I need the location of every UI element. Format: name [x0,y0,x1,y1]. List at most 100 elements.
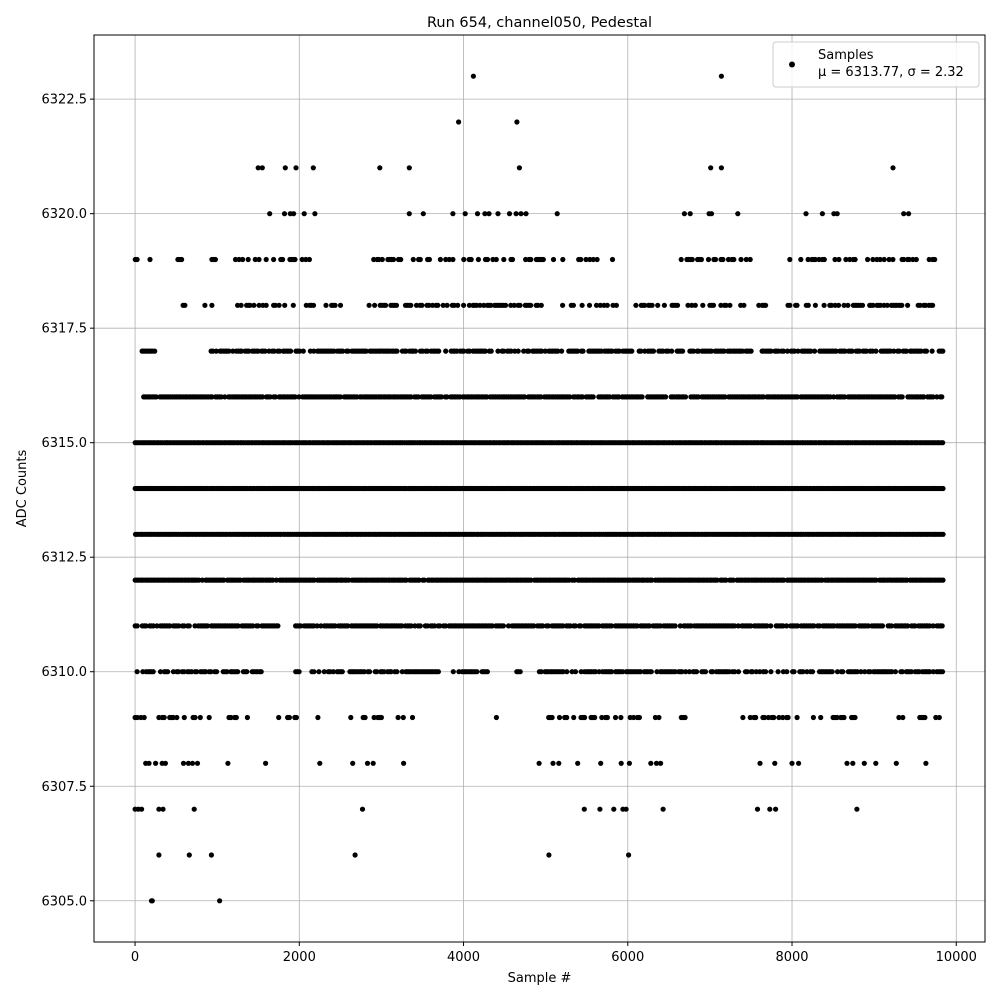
data-point [247,302,253,308]
data-point [390,256,397,263]
data-point [940,485,946,492]
data-point [217,898,223,904]
data-point [721,348,727,354]
data-point [567,394,573,400]
data-points [132,73,946,904]
data-point [321,669,327,675]
data-point [690,348,697,354]
data-point [160,806,166,812]
data-point [906,211,912,217]
x-tick-label: 6000 [611,950,644,965]
data-point [831,394,837,400]
data-point [687,211,693,217]
data-point [794,714,800,721]
data-point [221,577,227,583]
data-point [794,302,800,308]
data-point [403,577,409,583]
data-point [222,394,228,400]
data-point [292,394,298,400]
data-point [903,348,910,354]
data-point [273,577,279,583]
data-point [277,348,283,354]
data-point [206,714,212,721]
data-point [410,256,416,263]
data-point [214,669,220,675]
data-point [174,714,180,721]
data-point [901,256,907,263]
data-point [629,348,635,354]
data-point [134,623,140,629]
data-point [906,256,912,263]
data-point [450,211,456,217]
data-point [531,623,537,629]
data-point [723,302,729,308]
data-point [296,669,302,675]
data-point [197,714,203,721]
data-point [618,714,624,721]
data-point [794,394,801,400]
data-point [167,623,173,629]
data-point [470,73,476,79]
data-point [650,348,657,354]
data-point [598,760,604,766]
data-point [812,256,818,263]
data-point [244,669,250,675]
data-point [852,714,858,721]
data-point [477,302,483,308]
data-point [655,302,661,308]
data-point [399,623,405,629]
data-point [235,669,241,675]
data-point [579,394,586,400]
data-point [233,714,239,721]
data-point [700,302,706,308]
data-point [366,302,372,308]
data-point [905,302,911,308]
data-point [156,806,162,812]
data-point [161,714,167,721]
data-point [708,165,714,171]
data-point [374,623,380,629]
data-point [218,394,224,400]
data-point [359,806,366,812]
data-point [923,760,929,766]
data-point [408,394,414,400]
data-point [293,165,299,171]
data-point [582,714,588,721]
data-point [559,348,565,354]
data-point [379,256,385,263]
data-point [461,302,467,308]
data-point [821,302,827,308]
data-point [412,348,418,354]
data-point [764,623,770,629]
data-point [179,256,185,263]
data-point [696,348,702,354]
data-point [796,760,802,766]
data-point [444,394,450,400]
data-point [939,623,945,629]
data-point [767,806,773,812]
data-point [583,256,589,263]
data-point [682,714,688,721]
y-tick-label: 6312.5 [42,551,88,566]
data-point [787,302,793,308]
data-point [425,348,431,354]
data-point [523,211,529,217]
y-tick-label: 6322.5 [42,93,88,108]
data-point [437,256,443,263]
data-point [922,714,928,721]
data-point [438,394,444,400]
data-point [760,394,767,400]
data-point [810,714,817,721]
data-point [731,256,737,263]
data-point [720,256,726,263]
data-point [511,302,517,308]
data-point [873,348,879,354]
data-point [518,211,524,217]
data-point [888,623,895,629]
data-point [896,714,902,721]
data-point [748,623,754,629]
data-point [367,669,373,675]
data-point [361,669,367,675]
data-point [209,302,215,308]
data-point [370,760,376,766]
